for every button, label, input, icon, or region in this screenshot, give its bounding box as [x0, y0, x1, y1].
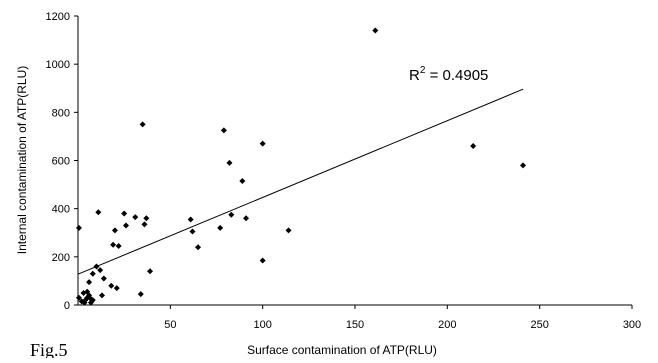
data-point: [239, 177, 246, 184]
data-point: [285, 227, 292, 234]
data-point: [108, 282, 115, 289]
x-axis-label: Surface contamination of ATP(RLU): [247, 343, 437, 357]
x-tick-label: 200: [438, 319, 456, 331]
x-tick-label: 300: [623, 319, 641, 331]
data-point: [147, 268, 154, 275]
x-tick-label: 250: [530, 319, 548, 331]
data-point: [187, 216, 194, 223]
data-point: [89, 270, 96, 277]
data-point: [217, 224, 224, 231]
data-point: [520, 162, 527, 169]
data-point: [226, 159, 233, 166]
data-point: [195, 244, 202, 251]
y-axis-ticks: 0 200 400 600 800 1000 1200: [46, 11, 78, 312]
data-points: [75, 27, 527, 306]
data-point: [372, 27, 379, 34]
data-point: [100, 275, 107, 282]
data-point: [111, 227, 118, 234]
data-point: [470, 143, 477, 150]
data-point: [259, 140, 266, 147]
data-point: [228, 211, 235, 218]
y-tick-label: 1000: [46, 59, 70, 71]
data-point: [143, 215, 150, 222]
data-point: [110, 241, 117, 248]
x-tick-label: 50: [164, 319, 176, 331]
y-tick-label: 0: [64, 300, 70, 312]
r-squared-label: R2 = 0.4905: [409, 65, 488, 84]
data-point: [113, 285, 120, 292]
x-axis-ticks: 50 100 150 200 250 300: [164, 305, 641, 331]
data-point: [137, 291, 144, 298]
data-point: [93, 263, 100, 270]
data-point: [89, 297, 96, 304]
data-point: [121, 210, 128, 217]
data-point: [259, 257, 266, 264]
data-point: [132, 214, 139, 221]
y-tick-label: 200: [52, 252, 70, 264]
y-tick-label: 600: [52, 156, 70, 168]
data-point: [95, 209, 102, 216]
data-point: [75, 224, 82, 231]
data-point: [115, 242, 122, 249]
figure-caption: Fig.5: [30, 340, 68, 358]
y-tick-label: 400: [52, 204, 70, 216]
data-point: [86, 279, 93, 286]
data-point: [123, 222, 130, 229]
y-tick-label: 1200: [46, 11, 70, 23]
data-point: [141, 221, 148, 228]
data-point: [99, 292, 106, 299]
x-tick-label: 150: [346, 319, 364, 331]
data-point: [75, 294, 82, 301]
data-point: [243, 215, 250, 222]
y-tick-label: 800: [52, 107, 70, 119]
trendline: [77, 88, 524, 275]
data-point: [220, 127, 227, 134]
x-tick-label: 100: [253, 319, 271, 331]
data-point: [189, 228, 196, 235]
data-point: [97, 267, 104, 274]
y-axis-label: Internal contamination of ATP(RLU): [15, 66, 29, 255]
data-point: [139, 121, 146, 128]
